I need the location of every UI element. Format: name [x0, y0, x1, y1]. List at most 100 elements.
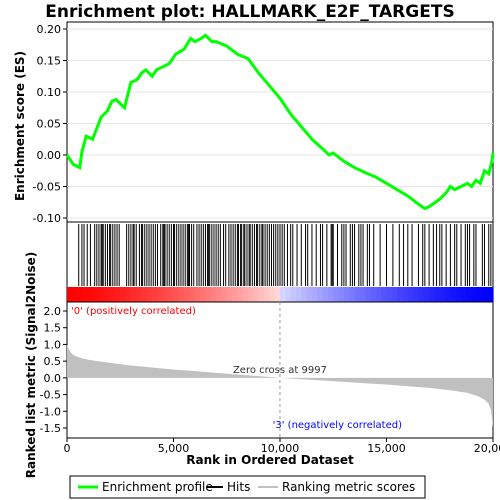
es-gridlines [67, 28, 493, 219]
metric-y-tick-label: -1.0 [40, 405, 61, 418]
colorbar-segment [290, 287, 297, 302]
colorbar-segment [482, 287, 489, 302]
colorbar-segment [136, 287, 143, 302]
metric-y-tick-label: 0.5 [44, 355, 62, 368]
colorbar-segment [317, 287, 324, 302]
colorbar-segment [226, 287, 233, 302]
colorbar-segment [359, 287, 366, 302]
colorbar-segment [466, 287, 473, 302]
colorbar-segment [274, 287, 281, 302]
colorbar-segment [322, 287, 329, 302]
colorbar-segment [178, 287, 185, 302]
colorbar-segment [349, 287, 356, 302]
metric-y-tick-label: 1.0 [44, 338, 62, 351]
colorbar-segment [439, 287, 446, 302]
colorbar-segment [423, 287, 430, 302]
colorbar-segment [280, 287, 286, 302]
metric-y-tick-label: 2.0 [44, 305, 62, 318]
colorbar-segment [445, 287, 451, 302]
ranking-metric-area [67, 344, 493, 428]
legend-box [69, 475, 426, 499]
colorbar-segment [455, 287, 462, 302]
colorbar-segment [168, 287, 175, 302]
metric-y-axis-label: Ranked list metric (Signal2Noise) [24, 252, 38, 479]
colorbar-segment [413, 287, 420, 302]
colorbar-segment [333, 287, 340, 302]
colorbar-segment [189, 287, 196, 302]
colorbar-segment [311, 287, 318, 302]
colorbar-segment [162, 287, 169, 302]
colorbar-segment [93, 287, 100, 302]
colorbar-segment [477, 287, 483, 302]
colorbar-segment [258, 287, 265, 302]
es-y-tick-label: 0.05 [37, 118, 62, 131]
es-y-tick-label: 0.00 [37, 149, 62, 162]
colorbar-segment [434, 287, 441, 302]
colorbar-segment [391, 287, 398, 302]
colorbar-segment [67, 287, 73, 302]
x-axis-label: Rank in Ordered Dataset [186, 453, 354, 467]
colorbar-segment [130, 287, 137, 302]
colorbar-segment [221, 287, 228, 302]
x-tick-label: 0 [64, 442, 71, 455]
colorbar-segment [146, 287, 153, 302]
colorbar-segment [248, 287, 254, 302]
colorbar-segment [173, 287, 180, 302]
chart-title: Enrichment plot: HALLMARK_E2F_TARGETS [45, 2, 454, 22]
colorbar-segment [306, 287, 313, 302]
colorbar-segment [327, 287, 334, 302]
colorbar-segment [285, 287, 292, 302]
colorbar-segment [152, 287, 159, 302]
colorbar-segment [194, 287, 201, 302]
colorbar-segment [114, 287, 121, 302]
positive-correlation-label: '0' (positively correlated) [71, 306, 196, 317]
x-tick-label: 15,000 [367, 442, 406, 455]
es-y-ticks: 0.20 0.15 0.10 0.05 0.00 -0.05 -0.10 [33, 23, 67, 225]
metric-y-tick-label: -1.5 [40, 422, 61, 435]
es-y-tick-label: -0.10 [33, 212, 61, 225]
colorbar-segment [72, 287, 79, 302]
es-y-tick-label: 0.10 [37, 86, 62, 99]
colorbar-segment [232, 287, 238, 302]
colorbar-segment [487, 287, 494, 302]
enrichment-profile-line [65, 33, 495, 211]
colorbar-segment [184, 287, 191, 302]
colorbar-segment [205, 287, 212, 302]
colorbar-segment [77, 287, 84, 302]
colorbar-segment [104, 287, 111, 302]
legend-enrichment-label: Enrichment profile [102, 480, 213, 494]
colorbar-segment [120, 287, 127, 302]
colorbar-segment [375, 287, 382, 302]
colorbar-segment [98, 287, 105, 302]
es-y-axis-label: Enrichment score (ES) [13, 51, 27, 201]
colorbar-segment [253, 287, 260, 302]
colorbar-segment [200, 287, 207, 302]
es-y-tick-label: 0.15 [37, 55, 62, 68]
colorbar-segment [407, 287, 414, 302]
colorbar-segment [82, 287, 89, 302]
colorbar-segment [381, 287, 388, 302]
rank-colorbar [67, 287, 494, 302]
colorbar-segment [365, 287, 372, 302]
colorbar-segment [338, 287, 345, 302]
legend-metric-label: Ranking metric scores [282, 480, 415, 494]
colorbar-segment [141, 287, 148, 302]
colorbar-segment [301, 287, 308, 302]
colorbar-segment [237, 287, 244, 302]
x-ticks: 0 5,000 10,000 15,000 20,000 [64, 438, 500, 455]
colorbar-segment [461, 287, 467, 302]
colorbar-segment [242, 287, 249, 302]
es-y-tick-label: -0.05 [33, 181, 61, 194]
metric-y-tick-label: 0.0 [44, 372, 62, 385]
colorbar-segment [402, 287, 409, 302]
colorbar-segment [418, 287, 425, 302]
colorbar-segment [354, 287, 361, 302]
metric-y-tick-label: 1.5 [44, 322, 62, 335]
zero-cross-label: Zero cross at 9997 [233, 365, 327, 376]
metric-y-ticks: 2.0 1.5 1.0 0.5 0.0 -0.5 -1.0 -1.5 [40, 305, 67, 435]
colorbar-segment [397, 287, 404, 302]
legend-hits-label: Hits [227, 480, 250, 494]
hit-markers [78, 224, 492, 286]
colorbar-segment [370, 287, 377, 302]
